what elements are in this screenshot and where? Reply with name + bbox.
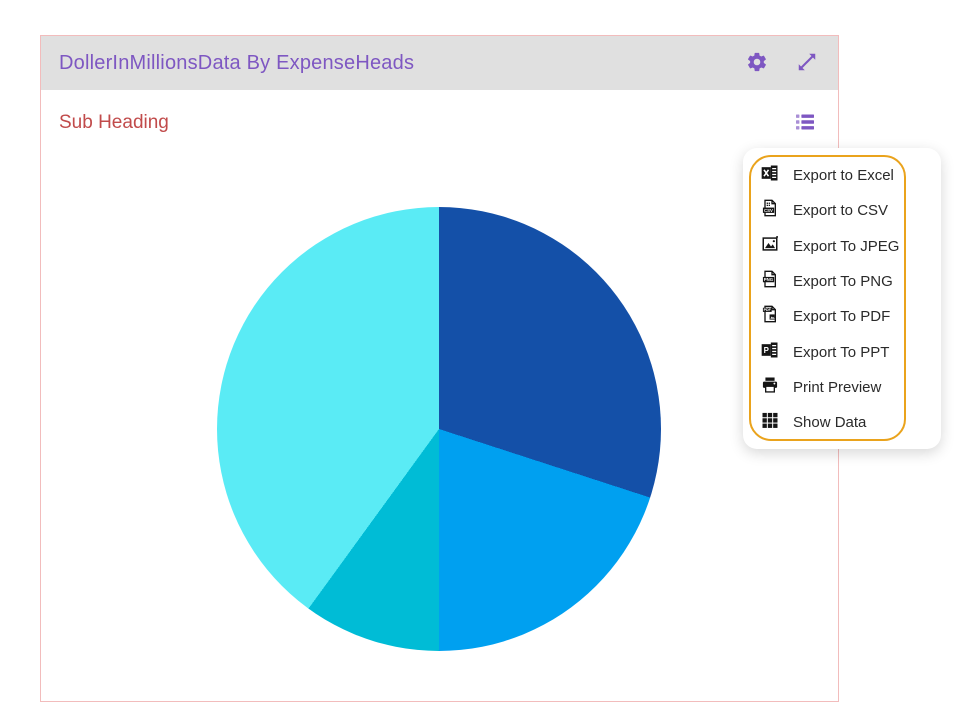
csv-icon: CSV xyxy=(760,198,780,223)
settings-button[interactable] xyxy=(744,50,770,76)
menu-item-label: Export To PPT xyxy=(793,343,890,361)
menu-item-label: Print Preview xyxy=(793,378,882,396)
show-data-icon xyxy=(760,410,780,435)
menu-item-export-to-excel[interactable]: Export to Excel xyxy=(751,158,904,193)
menu-item-label: Export to CSV xyxy=(793,202,889,220)
chart-subtitle: Sub Heading xyxy=(59,112,169,133)
card-title: DollerInMillionsData By ExpenseHeads xyxy=(59,51,415,74)
expand-icon xyxy=(796,51,818,76)
pdf-icon: PDF xyxy=(760,304,780,329)
menu-item-label: Show Data xyxy=(793,414,867,432)
jpeg-icon xyxy=(760,234,780,259)
print-icon xyxy=(760,375,780,400)
menu-item-label: Export To JPEG xyxy=(793,237,900,255)
ppt-icon: P xyxy=(760,340,780,365)
menu-item-export-to-ppt[interactable]: P Export To PPT xyxy=(751,334,904,369)
menu-item-export-to-png[interactable]: PNG Export To PNG xyxy=(751,264,904,299)
card-header: DollerInMillionsData By ExpenseHeads xyxy=(41,36,838,90)
svg-text:PDF: PDF xyxy=(764,308,772,312)
sub-row: Sub Heading xyxy=(41,90,838,136)
export-menu-button[interactable] xyxy=(792,110,818,136)
menu-item-label: Export To PDF xyxy=(793,308,891,326)
menu-item-label: Export To PNG xyxy=(793,273,893,291)
pie-chart[interactable] xyxy=(217,207,661,651)
svg-text:PNG: PNG xyxy=(764,277,774,282)
svg-text:P: P xyxy=(764,346,769,355)
menu-item-show-data[interactable]: Show Data xyxy=(751,405,904,439)
gear-icon xyxy=(746,51,768,76)
chart-card: DollerInMillionsData By ExpenseHeads Sub… xyxy=(40,35,839,702)
export-menu: Export to Excel CSV Export to CSV Export… xyxy=(743,148,941,449)
png-icon: PNG xyxy=(760,269,780,294)
menu-item-export-to-csv[interactable]: CSV Export to CSV xyxy=(751,193,904,228)
menu-item-label: Export to Excel xyxy=(793,167,894,185)
export-menu-list: Export to Excel CSV Export to CSV Export… xyxy=(749,155,906,441)
header-icons xyxy=(744,50,820,76)
menu-item-export-to-pdf[interactable]: PDF Export To PDF xyxy=(751,299,904,334)
expand-button[interactable] xyxy=(794,50,820,76)
list-icon xyxy=(794,111,816,136)
svg-text:CSV: CSV xyxy=(764,208,773,213)
menu-item-export-to-jpeg[interactable]: Export To JPEG xyxy=(751,229,904,264)
menu-item-print-preview[interactable]: Print Preview xyxy=(751,370,904,405)
excel-icon xyxy=(760,163,780,188)
